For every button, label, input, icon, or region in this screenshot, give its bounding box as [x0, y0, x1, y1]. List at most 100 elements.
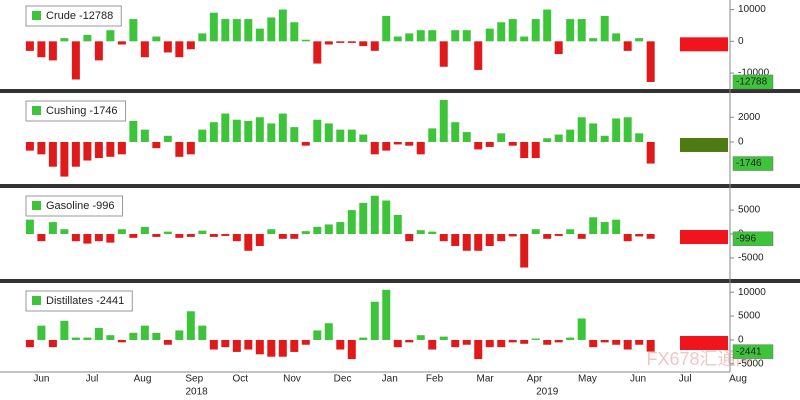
- bar: [612, 33, 621, 42]
- bar: [324, 123, 333, 142]
- last-value-label: -1746: [736, 158, 762, 169]
- bar: [600, 15, 609, 42]
- bar: [623, 41, 632, 51]
- last-value-box: [732, 156, 774, 171]
- bar: [612, 339, 621, 345]
- bar: [439, 234, 448, 242]
- bar: [600, 222, 609, 235]
- x-tick-label: Mar: [477, 374, 495, 385]
- bar: [25, 41, 34, 51]
- y-tick-label: 0: [738, 335, 744, 346]
- bar: [405, 234, 414, 242]
- bar: [474, 41, 483, 70]
- bar: [232, 234, 241, 242]
- x-tick-label: Aug: [134, 374, 152, 385]
- bar: [554, 134, 563, 142]
- bar: [140, 325, 149, 340]
- bar: [439, 99, 448, 142]
- bar: [520, 36, 529, 42]
- bar: [612, 118, 621, 142]
- bar: [497, 234, 506, 242]
- bar: [175, 41, 184, 58]
- bar: [359, 41, 368, 47]
- bar: [198, 33, 207, 42]
- y-tick-label: 5000: [738, 205, 761, 216]
- bar: [474, 141, 483, 150]
- bar: [290, 234, 299, 239]
- bar: [485, 234, 494, 246]
- bar: [635, 38, 644, 42]
- bar: [497, 22, 506, 42]
- bar: [336, 129, 345, 142]
- bar: [577, 234, 586, 239]
- bar: [255, 28, 264, 42]
- bar: [462, 132, 471, 142]
- bar: [313, 226, 322, 235]
- bar: [301, 339, 310, 345]
- bar: [347, 210, 356, 235]
- bar: [531, 19, 540, 42]
- bar: [152, 332, 161, 340]
- bar: [543, 138, 552, 142]
- bar: [267, 229, 276, 235]
- x-tick-label: May: [578, 374, 597, 385]
- bar: [508, 141, 517, 146]
- x-tick-label: Apr: [527, 374, 543, 385]
- bar: [25, 141, 34, 151]
- bar: [48, 222, 57, 235]
- bar: [520, 141, 529, 159]
- bar: [209, 12, 218, 42]
- bar: [278, 339, 287, 357]
- bar: [646, 141, 655, 164]
- bar: [48, 339, 57, 348]
- bar: [543, 339, 552, 345]
- bar: [531, 338, 540, 340]
- bar: [451, 339, 460, 348]
- bar: [232, 119, 241, 142]
- bar: [163, 231, 172, 235]
- bar: [152, 141, 161, 149]
- x-tick-label: Jan: [382, 374, 398, 385]
- bar: [474, 234, 483, 251]
- bar: [566, 229, 575, 235]
- bar: [554, 41, 563, 55]
- bar: [485, 339, 494, 348]
- bar: [221, 113, 230, 142]
- bar: [416, 230, 425, 235]
- bar: [94, 141, 103, 159]
- bar: [508, 234, 517, 237]
- bar: [370, 301, 379, 340]
- bar: [370, 195, 379, 235]
- bar: [71, 141, 80, 167]
- x-tick-label: Nov: [283, 374, 301, 385]
- bar: [497, 133, 506, 142]
- bar: [313, 119, 322, 142]
- bar: [600, 135, 609, 142]
- bar: [278, 234, 287, 239]
- bar: [37, 234, 46, 242]
- y-tick-label: 5000: [738, 311, 761, 322]
- bar: [129, 120, 138, 142]
- last-value-indicator: [680, 137, 728, 152]
- bar: [152, 234, 161, 237]
- bar: [520, 339, 529, 344]
- bar: [129, 332, 138, 340]
- bar: [232, 19, 241, 42]
- bar: [508, 339, 517, 343]
- bar: [577, 19, 586, 42]
- bar: [393, 141, 402, 145]
- bar: [117, 229, 126, 235]
- panel-separator: [0, 184, 800, 188]
- legend-label: Distillates -2441: [46, 295, 124, 307]
- bar: [106, 30, 115, 42]
- bar: [83, 234, 92, 244]
- bar: [152, 36, 161, 42]
- bar: [198, 230, 207, 235]
- bar: [462, 30, 471, 42]
- bar: [209, 234, 218, 237]
- last-value-box: [732, 344, 774, 359]
- bar: [462, 234, 471, 251]
- bar: [25, 219, 34, 235]
- bar: [140, 129, 149, 142]
